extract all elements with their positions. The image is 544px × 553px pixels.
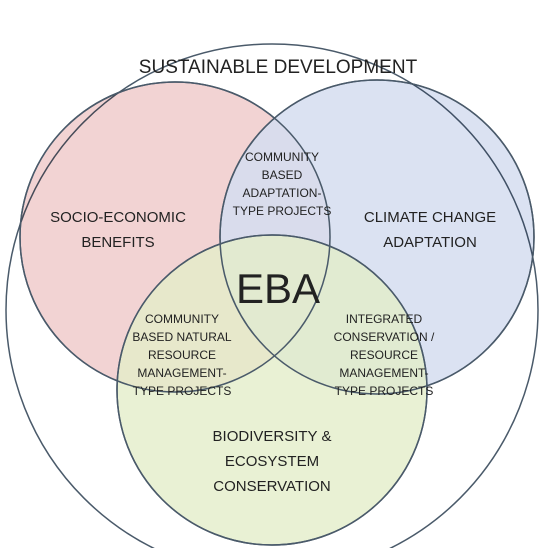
circle-outline bbox=[116, 234, 428, 546]
intersection-label: COMMUNITY bbox=[245, 150, 319, 164]
intersection-label: RESOURCE bbox=[148, 348, 216, 362]
intersection-label: TYPE PROJECTS bbox=[233, 204, 332, 218]
intersection-label: RESOURCE bbox=[350, 348, 418, 362]
intersection-label: BASED bbox=[262, 168, 303, 182]
circle-label: SOCIO-ECONOMIC bbox=[50, 209, 186, 226]
circle-label: ADAPTATION bbox=[383, 234, 477, 251]
intersection-label: BASED NATURAL bbox=[132, 330, 231, 344]
intersection-label: MANAGEMENT- bbox=[137, 366, 226, 380]
circle-label: BIODIVERSITY & bbox=[213, 428, 332, 445]
intersection-label: TYPE PROJECTS bbox=[133, 384, 232, 398]
intersection-label: TYPE PROJECTS bbox=[335, 384, 434, 398]
center-label: EBA bbox=[236, 265, 320, 312]
circle-label: CLIMATE CHANGE bbox=[364, 209, 496, 226]
intersection-label: ADAPTATION- bbox=[243, 186, 322, 200]
circle-label: BENEFITS bbox=[81, 234, 154, 251]
circle-outline bbox=[19, 81, 331, 393]
circle-label: ECOSYSTEM bbox=[225, 453, 319, 470]
intersection-label: MANAGEMENT- bbox=[339, 366, 428, 380]
title: SUSTAINABLE DEVELOPMENT bbox=[139, 57, 418, 78]
circle-label: CONSERVATION bbox=[213, 478, 331, 495]
intersection-label: CONSERVATION / bbox=[334, 330, 435, 344]
circle-outline bbox=[219, 79, 535, 395]
intersection-label: COMMUNITY bbox=[145, 312, 219, 326]
intersection-label: INTEGRATED bbox=[346, 312, 423, 326]
